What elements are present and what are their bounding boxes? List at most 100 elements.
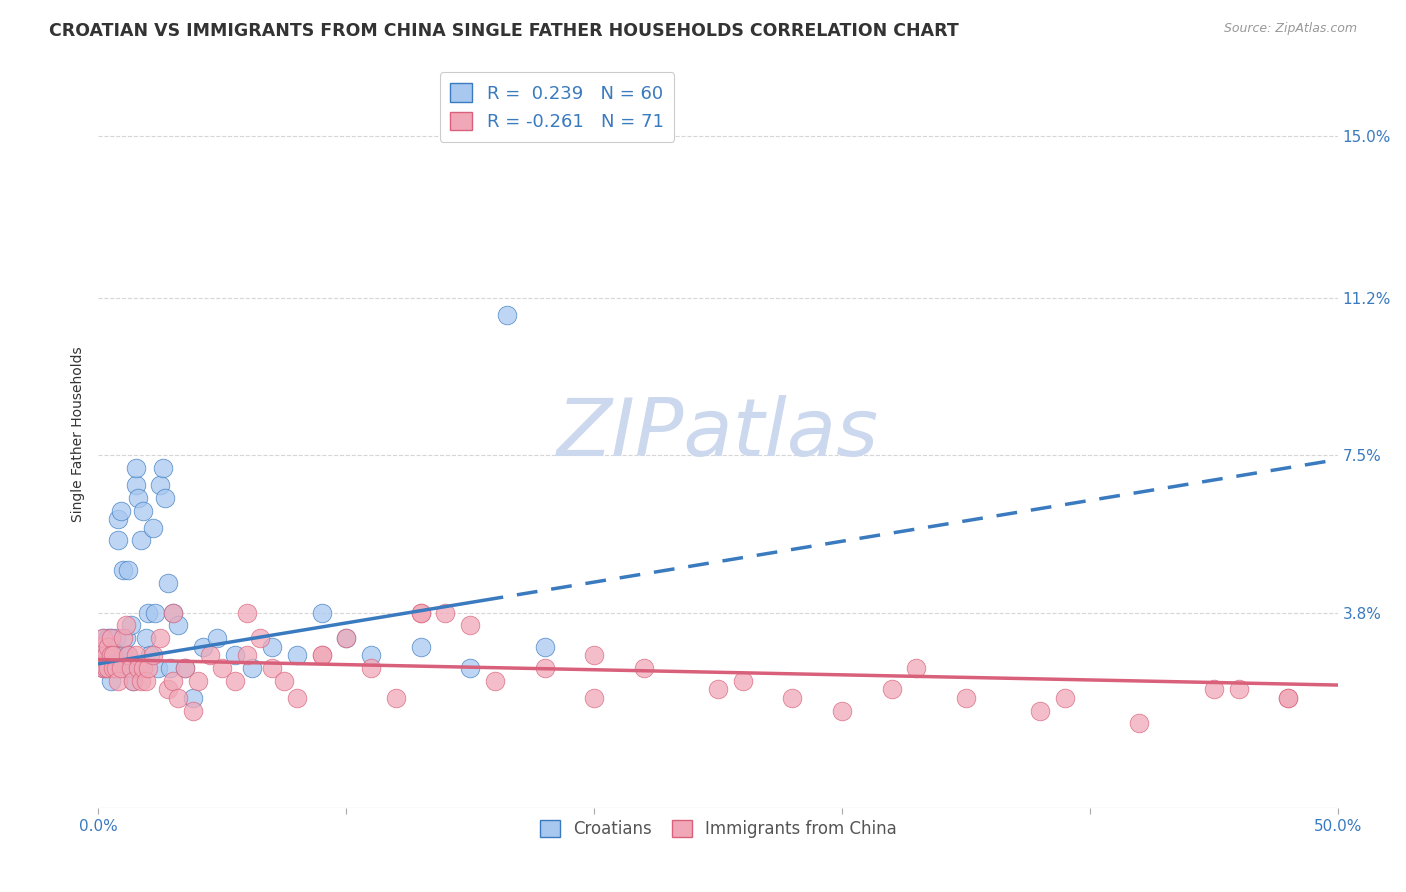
- Point: [409, 606, 432, 620]
- Point: [187, 673, 209, 688]
- Point: [273, 673, 295, 688]
- Y-axis label: Single Father Households: Single Father Households: [72, 346, 86, 522]
- Point: [1054, 690, 1077, 705]
- Point: [207, 632, 229, 646]
- Point: [360, 648, 382, 663]
- Point: [94, 640, 117, 654]
- Point: [149, 632, 172, 646]
- Point: [146, 661, 169, 675]
- Point: [104, 632, 127, 646]
- Point: [409, 640, 432, 654]
- Point: [156, 576, 179, 591]
- Point: [311, 648, 333, 663]
- Point: [142, 521, 165, 535]
- Point: [94, 661, 117, 675]
- Point: [117, 648, 139, 663]
- Text: ZIPatlas: ZIPatlas: [557, 395, 879, 473]
- Point: [156, 682, 179, 697]
- Point: [94, 648, 117, 663]
- Point: [335, 632, 357, 646]
- Point: [100, 648, 122, 663]
- Point: [114, 661, 136, 675]
- Point: [458, 618, 481, 632]
- Point: [831, 704, 853, 718]
- Point: [166, 690, 188, 705]
- Point: [90, 640, 112, 654]
- Point: [129, 673, 152, 688]
- Point: [955, 690, 977, 705]
- Point: [162, 673, 184, 688]
- Point: [97, 640, 120, 654]
- Point: [97, 632, 120, 646]
- Point: [162, 606, 184, 620]
- Point: [174, 661, 197, 675]
- Point: [93, 632, 115, 646]
- Point: [103, 661, 125, 675]
- Point: [181, 704, 204, 718]
- Point: [905, 661, 928, 675]
- Point: [583, 648, 606, 663]
- Point: [311, 606, 333, 620]
- Point: [110, 661, 132, 675]
- Point: [1029, 704, 1052, 718]
- Point: [385, 690, 408, 705]
- Point: [97, 648, 120, 663]
- Point: [112, 563, 135, 577]
- Point: [136, 661, 159, 675]
- Point: [166, 618, 188, 632]
- Point: [260, 640, 283, 654]
- Point: [633, 661, 655, 675]
- Point: [104, 648, 127, 663]
- Point: [707, 682, 730, 697]
- Point: [93, 661, 115, 675]
- Point: [198, 648, 221, 663]
- Point: [122, 673, 145, 688]
- Point: [103, 640, 125, 654]
- Point: [132, 503, 155, 517]
- Point: [1277, 690, 1299, 705]
- Point: [124, 461, 146, 475]
- Point: [1202, 682, 1225, 697]
- Point: [100, 673, 122, 688]
- Point: [181, 690, 204, 705]
- Point: [127, 661, 149, 675]
- Point: [100, 632, 122, 646]
- Point: [731, 673, 754, 688]
- Point: [880, 682, 903, 697]
- Point: [159, 661, 181, 675]
- Point: [117, 648, 139, 663]
- Point: [583, 690, 606, 705]
- Point: [152, 461, 174, 475]
- Point: [124, 648, 146, 663]
- Point: [107, 512, 129, 526]
- Text: Source: ZipAtlas.com: Source: ZipAtlas.com: [1223, 22, 1357, 36]
- Point: [236, 648, 259, 663]
- Point: [135, 673, 157, 688]
- Point: [112, 632, 135, 646]
- Point: [145, 606, 167, 620]
- Point: [155, 491, 177, 505]
- Point: [103, 661, 125, 675]
- Point: [124, 478, 146, 492]
- Point: [122, 673, 145, 688]
- Point: [484, 673, 506, 688]
- Point: [100, 648, 122, 663]
- Point: [211, 661, 233, 675]
- Point: [311, 648, 333, 663]
- Point: [458, 661, 481, 675]
- Point: [162, 606, 184, 620]
- Point: [191, 640, 214, 654]
- Point: [93, 632, 115, 646]
- Point: [496, 308, 519, 322]
- Point: [136, 606, 159, 620]
- Point: [236, 606, 259, 620]
- Point: [240, 661, 263, 675]
- Point: [132, 661, 155, 675]
- Point: [782, 690, 804, 705]
- Point: [1277, 690, 1299, 705]
- Point: [90, 648, 112, 663]
- Point: [100, 632, 122, 646]
- Point: [94, 661, 117, 675]
- Point: [174, 661, 197, 675]
- Point: [335, 632, 357, 646]
